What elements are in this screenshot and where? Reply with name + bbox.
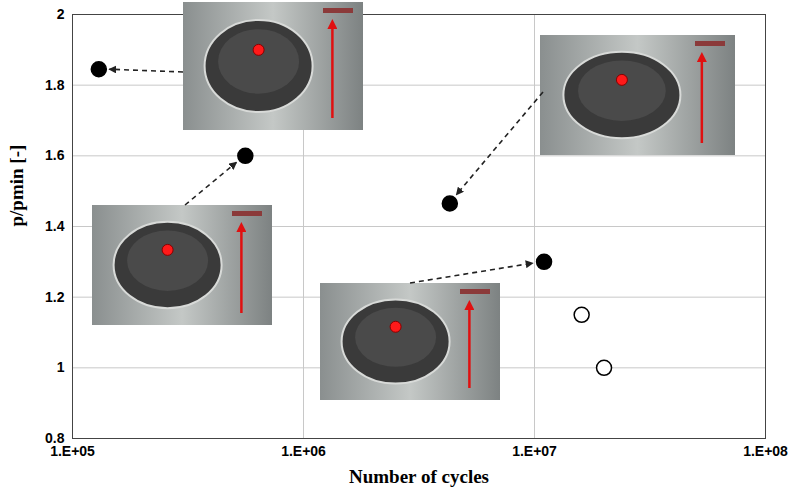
svg-text:1.4: 1.4: [45, 218, 65, 234]
svg-text:1.2: 1.2: [45, 289, 65, 305]
svg-text:1: 1: [57, 359, 65, 375]
svg-text:p/pmin [-]: p/pmin [-]: [6, 145, 27, 227]
svg-text:1.E+08: 1.E+08: [743, 443, 788, 459]
svg-text:0.8: 0.8: [45, 430, 65, 446]
svg-text:Number of cycles: Number of cycles: [349, 466, 489, 487]
svg-text:2: 2: [57, 6, 65, 22]
svg-text:1.E+06: 1.E+06: [281, 443, 326, 459]
svg-text:1.6: 1.6: [45, 147, 65, 163]
svg-text:1.E+05: 1.E+05: [50, 443, 95, 460]
svg-text:1.E+07: 1.E+07: [512, 443, 557, 459]
svg-text:1.8: 1.8: [45, 77, 65, 93]
